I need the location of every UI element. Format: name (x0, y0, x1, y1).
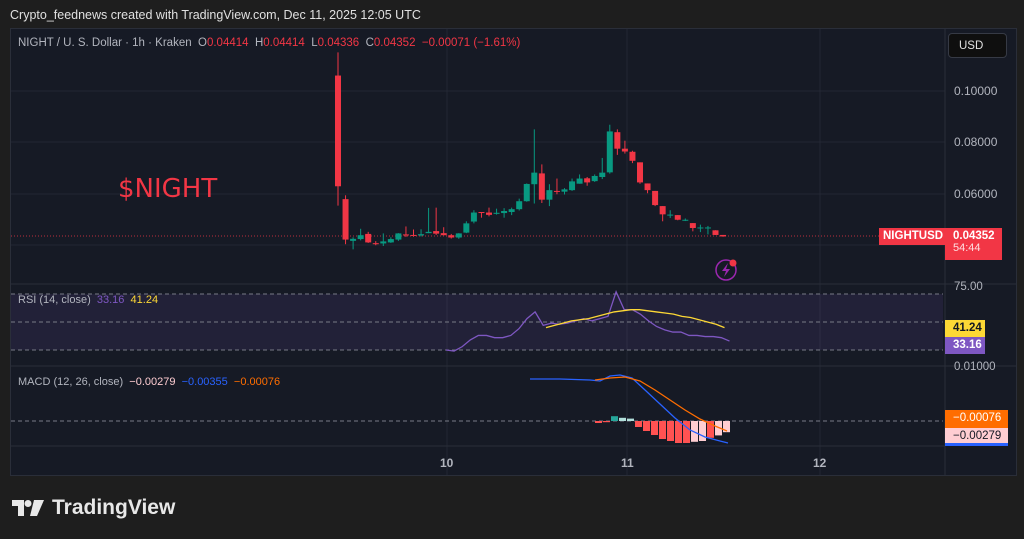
brand-name: TradingView (52, 496, 176, 519)
macd-legend: MACD (12, 26, close) −0.00279 −0.00355 −… (18, 376, 281, 388)
tradingview-logo-icon (12, 500, 44, 516)
rsi-ma-line (545, 309, 725, 329)
high-value: 0.04414 (263, 37, 305, 49)
signal-tag: −0.00076 (945, 410, 1008, 428)
macd-signal-value: −0.00076 (233, 376, 281, 388)
symbol-price-tag: NIGHTUSD (879, 228, 948, 245)
rsi-legend: RSI (14, close) 33.16 41.24 (18, 294, 159, 306)
price-tick: 0.10000 (954, 84, 998, 98)
low-value: 0.04336 (317, 37, 360, 49)
bar-countdown: 54:44 (953, 242, 981, 254)
lightning-alert-icon[interactable] (715, 259, 737, 281)
attribution-text: Crypto_feednews created with TradingView… (10, 8, 421, 22)
symbol-legend: NIGHT / U. S. Dollar · 1h · Kraken O0.04… (18, 37, 521, 49)
histogram-tag: −0.00279 (945, 428, 1008, 446)
time-tick: 12 (813, 456, 827, 470)
signal-line (594, 376, 728, 432)
rsi-ma-value: 41.24 (130, 294, 159, 306)
overlay-title: $NIGHT (118, 174, 218, 204)
open-value: 0.04414 (206, 37, 249, 49)
macd-line (530, 374, 729, 444)
change-value: −0.00071 (−1.61%) (421, 37, 521, 49)
rsi-tick: 75.00 (954, 281, 983, 293)
rsi-value: 33.16 (96, 294, 125, 306)
macd-line-value: −0.00355 (181, 376, 228, 388)
rsi-tag: 33.16 (945, 337, 985, 354)
close-value: 0.04352 (373, 37, 416, 49)
rsi-line (445, 289, 730, 352)
price-tick: 0.06000 (954, 187, 998, 201)
candlestick-series (335, 52, 727, 250)
symbol-name[interactable]: NIGHT / U. S. Dollar · 1h · Kraken (18, 37, 192, 49)
time-tick: 11 (621, 456, 634, 470)
time-tick: 10 (440, 456, 454, 470)
macd-tick: 0.01000 (954, 361, 996, 373)
chart-frame[interactable] (10, 28, 1017, 476)
currency-button[interactable]: USD (948, 33, 1007, 58)
macd-histogram (595, 416, 730, 443)
last-price-label: 0.04352 54:44 (945, 228, 1002, 260)
rsi-ma-tag: 41.24 (945, 320, 985, 337)
price-tick: 0.08000 (954, 135, 998, 149)
macd-hist-value: −0.00279 (129, 376, 176, 388)
tradingview-logo[interactable]: TradingView (12, 496, 175, 520)
